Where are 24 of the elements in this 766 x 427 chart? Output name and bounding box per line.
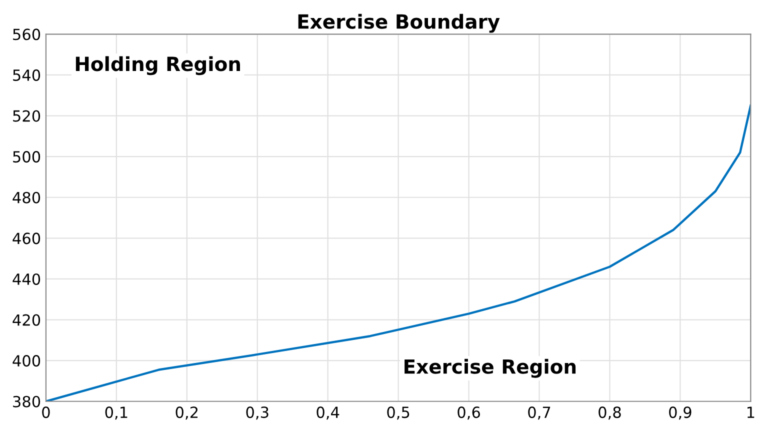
x-tick-label: 0,2: [176, 406, 198, 420]
y-tick-label: 440: [12, 273, 40, 285]
y-tick-label: 560: [13, 28, 40, 40]
x-tick-label: 0: [42, 406, 50, 418]
annotation: Holding Region: [76, 56, 240, 76]
y-tick-label: 460: [12, 232, 40, 244]
x-tick-label: 1: [748, 406, 754, 418]
y-tick-label: 500: [13, 151, 40, 163]
chart-title: Exercise Boundary: [298, 14, 500, 33]
y-tick-label: 400: [12, 355, 40, 367]
y-tick-label: 520: [13, 110, 40, 122]
x-tick-label: 0,8: [598, 406, 621, 420]
y-tick-label: 480: [12, 192, 40, 204]
x-tick-label: 0,6: [458, 406, 480, 420]
annotation: Exercise Region: [404, 358, 576, 378]
x-tick-label: 0,5: [387, 406, 410, 420]
x-tick-label: 0,3: [246, 406, 268, 420]
x-tick-label: 0,1: [105, 406, 128, 420]
x-tick-label: 0,9: [669, 406, 692, 420]
y-tick-label: 420: [12, 314, 40, 326]
y-tick-label: 540: [13, 69, 40, 81]
x-tick-label: 0,7: [528, 406, 550, 420]
x-tick-label: 0,4: [316, 406, 340, 420]
y-tick-label: 380: [13, 396, 40, 408]
